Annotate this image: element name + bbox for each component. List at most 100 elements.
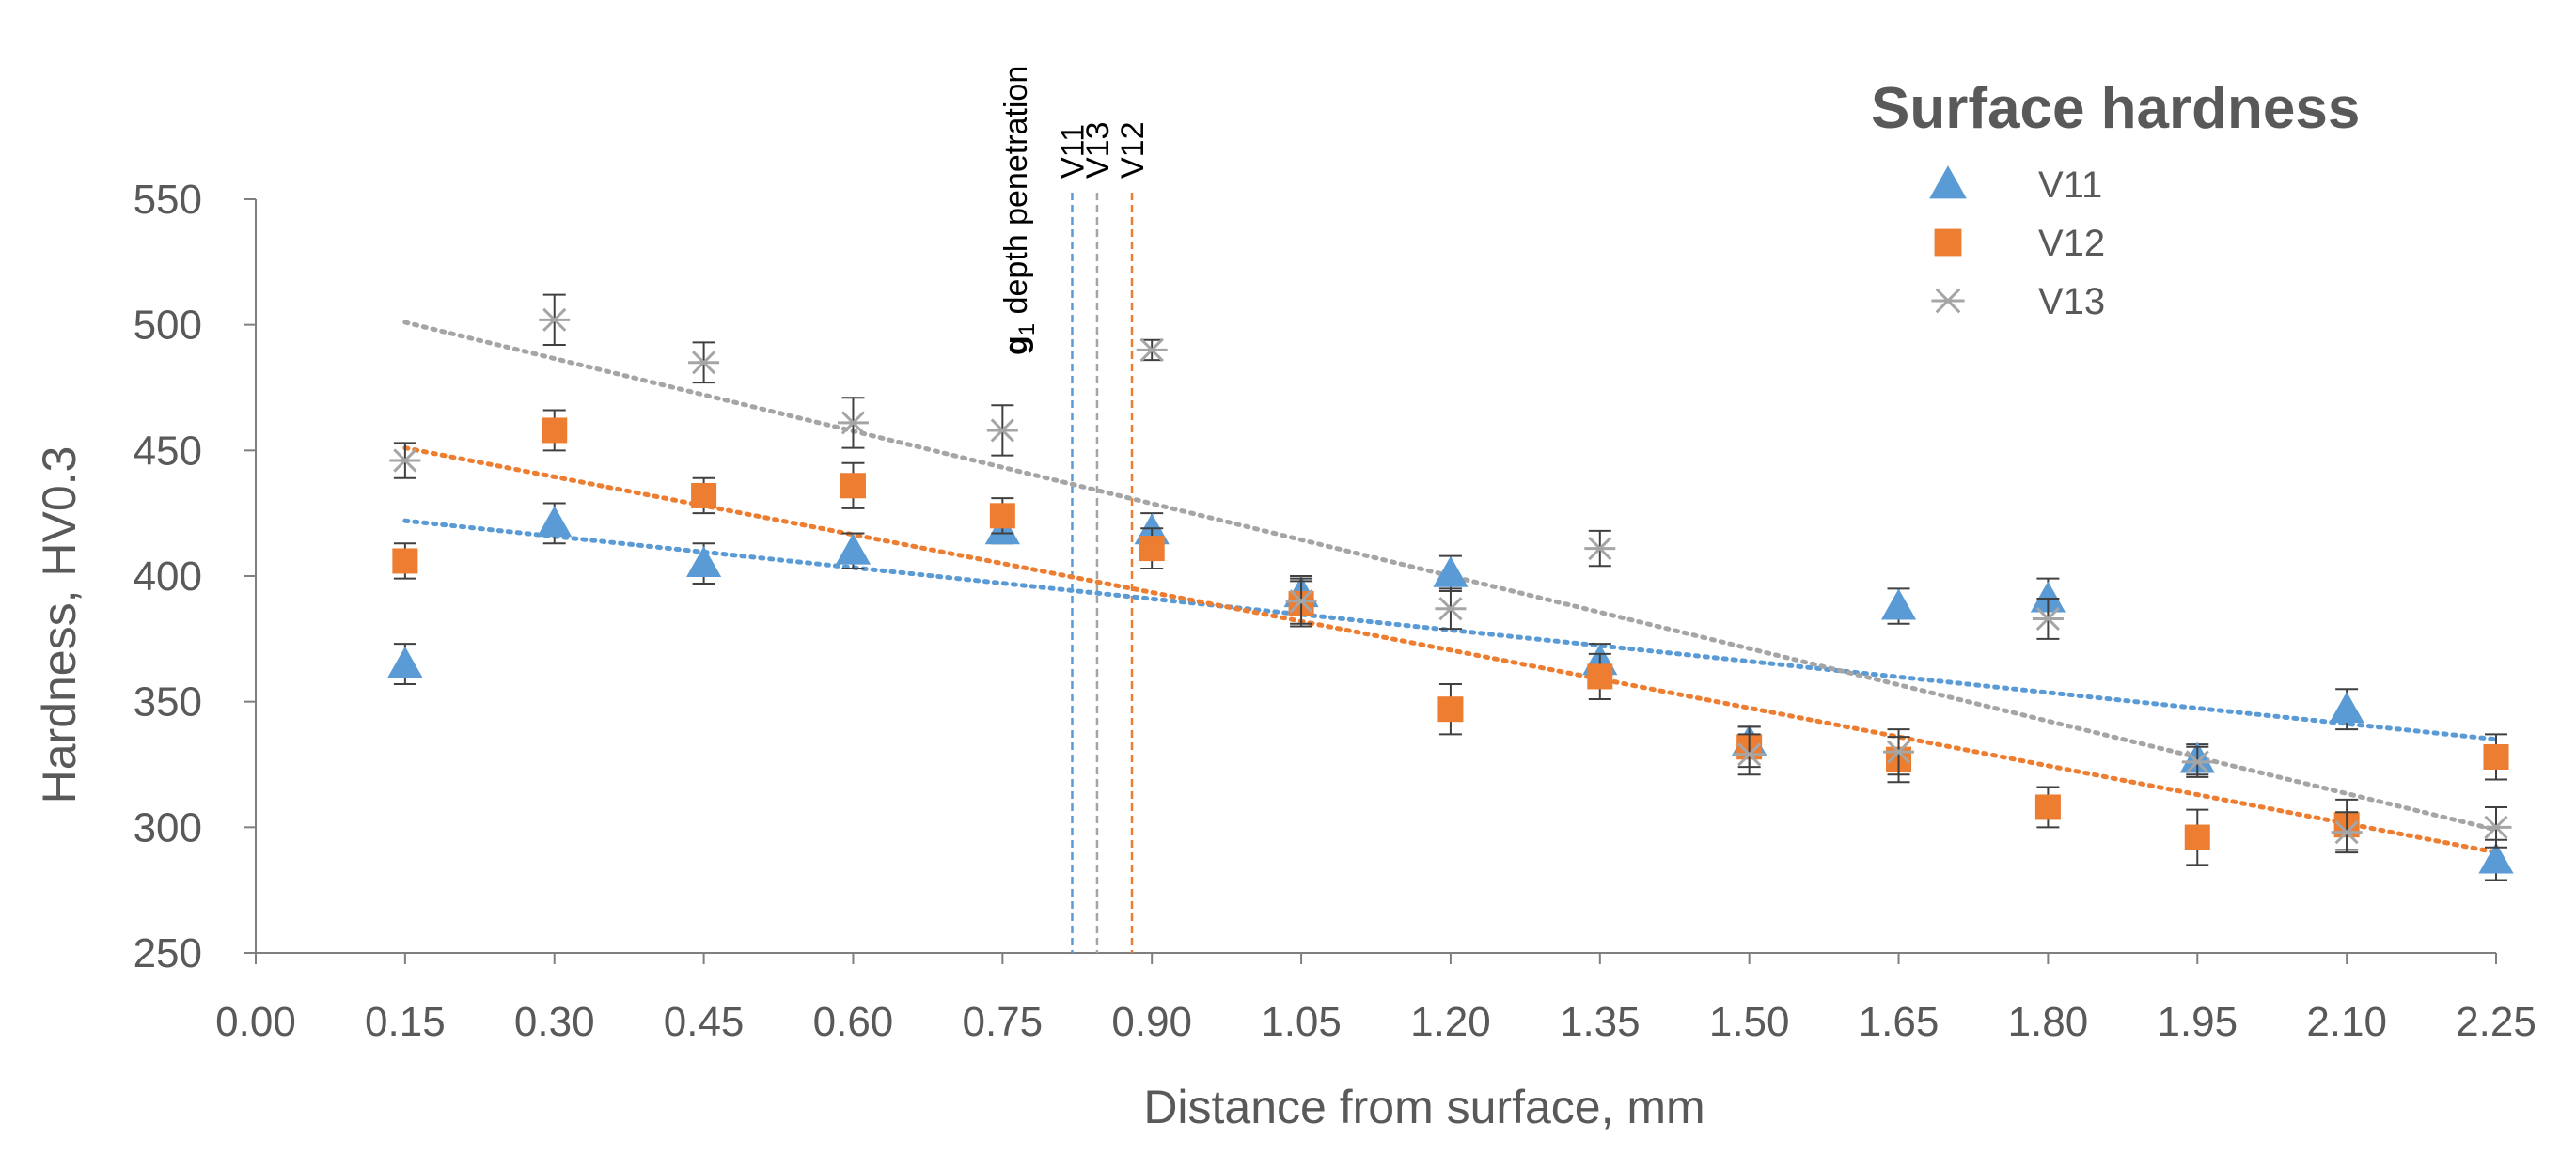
star-stroke [2035, 606, 2061, 632]
legend-item-v13: V13 [1931, 281, 2105, 322]
y-tick-label: 550 [134, 177, 202, 223]
legend-item-v12: V12 [1934, 223, 2105, 264]
trend-line-v11 [402, 518, 2499, 742]
annotation-prefix: g [998, 335, 1034, 355]
star-stroke [393, 448, 417, 473]
y-tick-label: 450 [134, 428, 202, 474]
data-point-v11 [686, 546, 722, 578]
data-point-v12 [2184, 824, 2210, 850]
x-tick-label: 0.75 [963, 999, 1044, 1045]
x-tick-label: 1.95 [2157, 999, 2238, 1045]
x-axis-label: Distance from surface, mm [1143, 1081, 1704, 1133]
x-tick-label: 0.00 [215, 999, 296, 1045]
x-tick-label: 1.50 [1709, 999, 1790, 1045]
x-tick-label: 0.30 [514, 999, 595, 1045]
data-point-v11 [835, 533, 872, 565]
star-stroke [2484, 815, 2508, 839]
data-point-v12 [1139, 536, 1165, 562]
star-stroke [2185, 750, 2209, 774]
star-stroke [691, 351, 716, 375]
star-stroke [840, 411, 866, 435]
data-point-v12 [691, 482, 717, 508]
data-point-v11 [2329, 692, 2364, 724]
data-point-v12 [989, 503, 1015, 529]
data-point-v12 [840, 473, 866, 499]
annotation-subscript: 1 [1014, 323, 1040, 335]
legend-title: Surface hardness [1871, 76, 2360, 141]
star-stroke [990, 418, 1014, 443]
data-point-v13 [1734, 742, 1766, 767]
x-tick-label: 1.65 [1859, 999, 1940, 1045]
depth-penetration-annotation: g1 depth penetration [998, 66, 1040, 355]
penetration-label-v11: V11 [1055, 124, 1091, 179]
legend-label: V12 [2038, 223, 2105, 264]
data-point-v11 [1880, 588, 1917, 620]
legend-marker-v12 [1934, 228, 1962, 257]
x-tick-label: 0.15 [365, 999, 446, 1045]
x-tick-label: 0.60 [813, 999, 894, 1045]
data-point-v12 [2483, 743, 2509, 770]
legend-label: V11 [2038, 164, 2102, 206]
star-stroke [1139, 337, 1164, 363]
data-point-v12 [392, 548, 418, 574]
y-tick-label: 300 [134, 804, 202, 850]
data-point-v13 [2480, 815, 2512, 839]
series-v13 [389, 293, 2512, 854]
data-point-v12 [1587, 663, 1613, 690]
star-stroke [1935, 288, 1961, 314]
data-point-v13 [389, 448, 421, 473]
star-stroke [1438, 597, 1463, 621]
data-point-v13 [1584, 536, 1616, 561]
legend-item-v11: V11 [1929, 164, 2102, 206]
star-stroke [1289, 589, 1313, 614]
data-point-v11 [537, 506, 573, 538]
x-tick-label: 1.35 [1560, 999, 1641, 1045]
x-tick-label: 2.25 [2456, 999, 2537, 1045]
data-point-v13 [2331, 820, 2363, 845]
data-point-v13 [2181, 750, 2213, 774]
x-tick-label: 1.05 [1261, 999, 1342, 1045]
x-tick-label: 1.20 [1410, 999, 1491, 1045]
data-point-v12 [2034, 794, 2061, 820]
data-point-v13 [1435, 597, 1467, 621]
y-tick-label: 500 [134, 303, 202, 349]
axes: 250 300 350 400 450 500 550 0.00 0.15 0.30 0.45 0.6… [134, 177, 2537, 1045]
x-tick-label: 0.45 [664, 999, 745, 1045]
legend: V11 V12 V13 [1929, 164, 2105, 322]
x-tick-label: 2.10 [2306, 999, 2387, 1045]
trend-line-v12 [402, 445, 2499, 855]
data-points [387, 293, 2514, 881]
star-stroke [1737, 742, 1762, 767]
data-point-v13 [2032, 606, 2064, 632]
data-point-v13 [986, 418, 1018, 443]
y-tick-label: 400 [134, 554, 202, 600]
legend-marker-v13 [1931, 288, 1965, 314]
data-point-v12 [1437, 696, 1464, 723]
star-stroke [1588, 536, 1612, 561]
penetration-label-v12: V12 [1115, 122, 1151, 179]
penetration-label-v13: V13 [1080, 122, 1116, 179]
data-point-v13 [1136, 337, 1168, 363]
star-stroke [542, 307, 567, 332]
data-point-v12 [542, 417, 568, 444]
annotation-suffix: depth penetration [998, 66, 1034, 323]
data-point-v13 [539, 307, 571, 332]
data-point-v13 [1285, 589, 1317, 614]
y-tick-label: 350 [134, 679, 202, 725]
series-v12 [392, 409, 2509, 866]
star-stroke [1886, 740, 1911, 764]
data-point-v13 [688, 351, 720, 375]
data-point-v13 [837, 411, 869, 435]
data-point-v13 [1883, 740, 1915, 764]
x-tick-label: 0.90 [1111, 999, 1192, 1045]
data-point-v11 [387, 646, 423, 678]
y-axis-label: Hardness, HV0.3 [33, 446, 86, 804]
y-tick-label: 250 [134, 930, 202, 976]
legend-label: V13 [2038, 281, 2105, 322]
star-stroke [2334, 820, 2359, 845]
data-point-v11 [2478, 842, 2514, 874]
x-tick-label: 1.80 [2008, 999, 2089, 1045]
data-point-v11 [1433, 555, 1469, 587]
